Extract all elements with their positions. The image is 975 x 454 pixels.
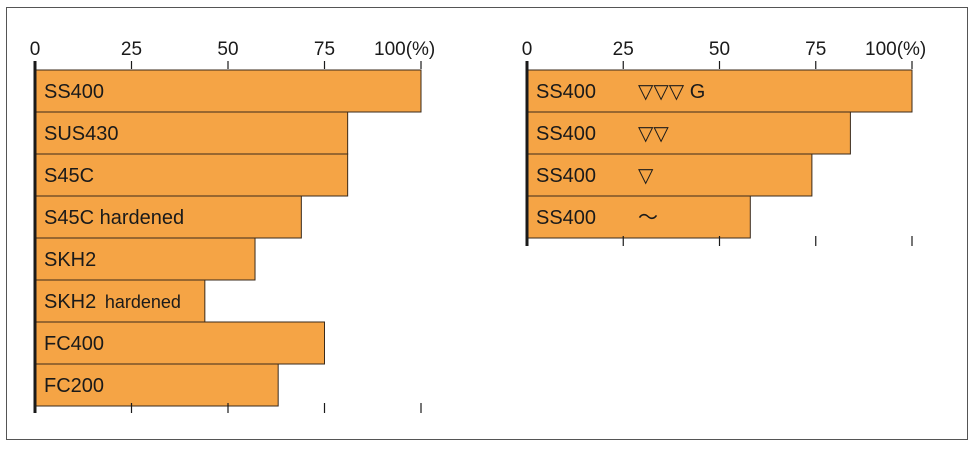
right-bar-chart: SS400 ▽▽▽ G SS400 ▽▽ SS400 ▽ SS400 ～ 0 25 50 75 100(… — [522, 39, 926, 246]
frame-border — [6, 7, 968, 440]
tick-label: 0 — [522, 39, 533, 60]
tick-label: 25 — [121, 39, 142, 60]
category-label: S45C hardened — [44, 207, 184, 229]
category-label: FC400 — [44, 333, 104, 355]
category-label: SS400 — [44, 81, 104, 103]
bar — [526, 69, 913, 113]
tick-label: 0 — [30, 39, 41, 60]
category-label: SUS430 — [44, 123, 119, 145]
finish-mark-label: ▽ — [638, 165, 654, 187]
tick-label-max: 100(%) — [374, 39, 435, 60]
tick-label: 75 — [805, 39, 826, 60]
tick-label-max: 100(%) — [865, 39, 926, 60]
left-bar-chart: SS400 SUS430 S45C S45C hardened SKH2 SKH2 har… — [30, 39, 435, 413]
tick-label: 50 — [217, 39, 238, 60]
category-label: SS400 — [536, 81, 596, 103]
category-label: SS400 — [536, 207, 596, 229]
category-label: SKH2 — [44, 249, 96, 271]
tick-label: 75 — [314, 39, 335, 60]
category-label: SS400 — [536, 165, 596, 187]
bar — [526, 153, 813, 197]
tick-label: 25 — [613, 39, 634, 60]
category-label: S45C — [44, 165, 94, 187]
category-label: SKH2 hardened — [44, 291, 181, 313]
bar — [526, 195, 751, 239]
tick-label: 50 — [709, 39, 730, 60]
bar — [526, 111, 851, 155]
category-label: FC200 — [44, 375, 104, 397]
bar — [34, 363, 279, 407]
category-label: SS400 — [536, 123, 596, 145]
bar — [34, 153, 349, 197]
bar — [34, 111, 349, 155]
finish-mark-label: ～ — [638, 207, 658, 229]
finish-mark-label: ▽▽ — [638, 123, 669, 145]
finish-mark-label: ▽▽▽ G — [638, 81, 705, 103]
